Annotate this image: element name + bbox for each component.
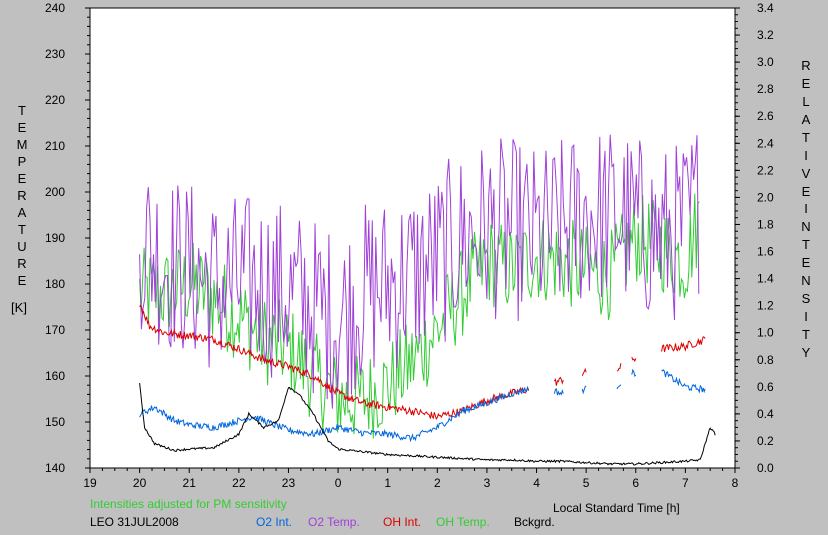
y-right-title-letter: I xyxy=(804,201,808,216)
y-right-title-letter: E xyxy=(802,76,811,91)
legend-item-oh-temp: OH Temp. xyxy=(436,515,490,529)
y-right-tick-label: 2.2 xyxy=(757,163,774,177)
y-right-tick-label: 2.6 xyxy=(757,109,774,123)
series-o2-int xyxy=(139,368,706,443)
y-left-tick-label: 200 xyxy=(45,185,65,199)
y-right-tick-label: 1.6 xyxy=(757,245,774,259)
y-right-tick-label: 1.0 xyxy=(757,326,774,340)
y-right-tick-label: 3.4 xyxy=(757,1,774,15)
x-tick-label: 21 xyxy=(183,476,197,490)
y-left-title-letter: M xyxy=(17,137,28,152)
y-left-unit: [K] xyxy=(11,300,27,315)
y-right-tick-label: 1.4 xyxy=(757,272,774,286)
y-left-title-letter: E xyxy=(18,171,27,186)
y-right-title-letter: I xyxy=(804,148,808,163)
x-tick-label: 6 xyxy=(632,476,639,490)
y-left-tick-label: 140 xyxy=(45,461,65,475)
x-tick-label: 2 xyxy=(434,476,441,490)
y-left-title-letter: P xyxy=(18,154,27,169)
y-left-tick-label: 210 xyxy=(45,139,65,153)
x-tick-label: 8 xyxy=(732,476,739,490)
y-right-tick-label: 2.8 xyxy=(757,82,774,96)
y-left-tick-label: 190 xyxy=(45,231,65,245)
x-tick-label: 23 xyxy=(282,476,296,490)
y-right-title-letter: R xyxy=(801,58,810,73)
station-label: LEO 31JUL2008 xyxy=(90,515,179,529)
y-left-tick-label: 180 xyxy=(45,277,65,291)
y-left-title-letter: A xyxy=(18,205,27,220)
y-right-tick-label: 2.0 xyxy=(757,190,774,204)
x-tick-label: 4 xyxy=(533,476,540,490)
y-right-tick-label: 2.4 xyxy=(757,136,774,150)
series-layer xyxy=(139,134,716,466)
x-tick-label: 22 xyxy=(232,476,246,490)
x-tick-label: 7 xyxy=(682,476,689,490)
legend-item-o2-int: O2 Int. xyxy=(256,515,292,529)
y-left-title-letter: R xyxy=(17,188,26,203)
x-tick-label: 19 xyxy=(83,476,97,490)
legend-item-o2-temp: O2 Temp. xyxy=(308,515,360,529)
y-right-tick-label: 0.4 xyxy=(757,407,774,421)
y-right-tick-label: 0.2 xyxy=(757,434,774,448)
y-right-tick-label: 1.8 xyxy=(757,217,774,231)
y-right-title-letter: A xyxy=(802,112,811,127)
y-right-title-letter: E xyxy=(802,255,811,270)
y-left-title-letter: U xyxy=(17,239,26,254)
x-axis-title: Local Standard Time [h] xyxy=(553,501,680,515)
sensitivity-note: Intensities adjusted for PM sensitivity xyxy=(90,497,287,511)
y-right-tick-label: 1.2 xyxy=(757,299,774,313)
y-right-title-letter: T xyxy=(802,327,810,342)
y-right-title-letter: Y xyxy=(802,345,811,360)
y-left-title-letter: T xyxy=(18,103,26,118)
series-bckgrd xyxy=(139,383,716,466)
series-oh-int xyxy=(139,304,706,420)
y-right-title-letter: V xyxy=(802,166,811,181)
y-left-tick-label: 160 xyxy=(45,369,65,383)
y-right-title-letter: T xyxy=(802,237,810,252)
labels-layer: 19 20 21 22 23 0 1 2 3 4 5 6 7 8140150160170180190200… xyxy=(11,1,811,490)
y-right-title-letter: E xyxy=(802,184,811,199)
x-tick-label: 1 xyxy=(384,476,391,490)
y-right-title-letter: T xyxy=(802,130,810,145)
y-left-tick-label: 220 xyxy=(45,93,65,107)
ticks-layer xyxy=(85,7,740,473)
y-right-tick-label: 0.0 xyxy=(757,461,774,475)
x-tick-label: 5 xyxy=(583,476,590,490)
y-left-title-letter: E xyxy=(18,273,27,288)
y-right-tick-label: 0.6 xyxy=(757,380,774,394)
x-tick-label: 20 xyxy=(133,476,147,490)
y-left-title-letter: R xyxy=(17,256,26,271)
y-right-title-letter: I xyxy=(804,309,808,324)
y-right-title-letter: L xyxy=(802,94,809,109)
x-tick-label: 0 xyxy=(335,476,342,490)
y-left-tick-label: 170 xyxy=(45,323,65,337)
y-right-tick-label: 0.8 xyxy=(757,353,774,367)
y-right-title-letter: N xyxy=(801,219,810,234)
y-right-tick-label: 3.2 xyxy=(757,28,774,42)
y-left-tick-label: 230 xyxy=(45,47,65,61)
y-left-tick-label: 240 xyxy=(45,1,65,15)
x-tick-label: 3 xyxy=(484,476,491,490)
y-right-tick-label: 3.0 xyxy=(757,55,774,69)
y-right-title-letter: N xyxy=(801,273,810,288)
legend-item-oh-int: OH Int. xyxy=(383,515,421,529)
y-right-title-letter: S xyxy=(802,291,811,306)
y-left-title-letter: T xyxy=(18,222,26,237)
legend-item-bckgrd: Bckgrd. xyxy=(514,515,555,529)
y-left-tick-label: 150 xyxy=(45,415,65,429)
y-left-title-letter: E xyxy=(18,120,27,135)
series-o2-temp xyxy=(139,134,700,409)
